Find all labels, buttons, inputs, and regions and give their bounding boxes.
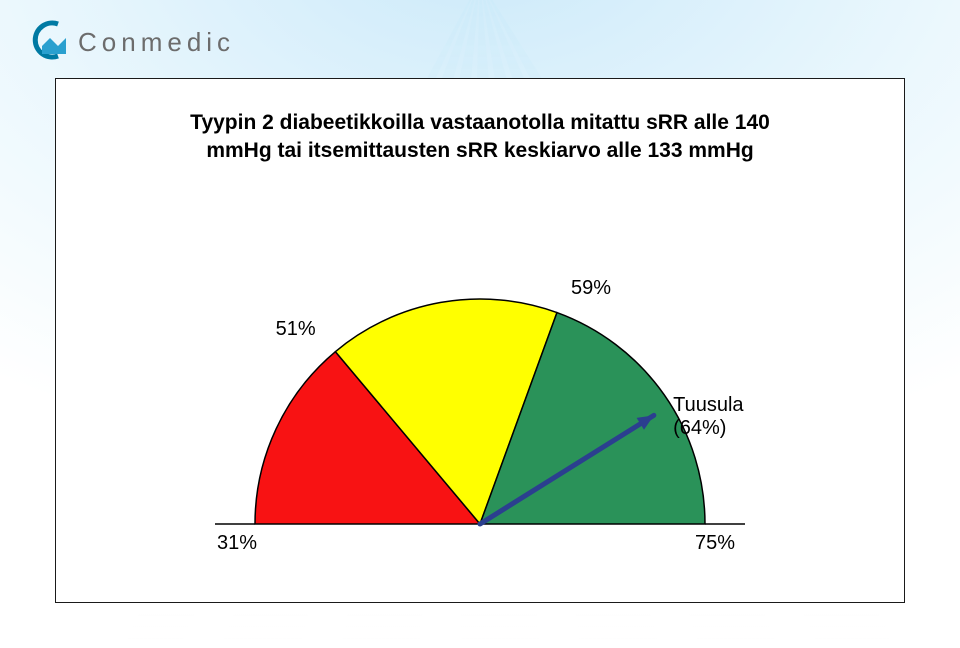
- brand-logo: Conmedic: [28, 18, 235, 62]
- logo-mark-icon: [28, 18, 72, 62]
- gauge-chart: 51% 59% 31% 75% Tuusula (64%): [210, 254, 750, 554]
- gauge-label-upper-left: 51%: [276, 318, 316, 341]
- gauge-label-pointer: Tuusula (64%): [673, 394, 750, 440]
- gauge-label-upper-right: 59%: [571, 277, 611, 300]
- chart-title-line2: mmHg tai itsemittausten sRR keskiarvo al…: [56, 137, 904, 165]
- chart-title: Tyypin 2 diabeetikkoilla vastaanotolla m…: [56, 109, 904, 166]
- logo-text: Conmedic: [78, 27, 235, 58]
- gauge-svg: [210, 254, 750, 554]
- chart-title-line1: Tyypin 2 diabeetikkoilla vastaanotolla m…: [56, 109, 904, 137]
- gauge-label-lower-right: 75%: [695, 532, 735, 555]
- chart-panel: Tyypin 2 diabeetikkoilla vastaanotolla m…: [55, 78, 905, 603]
- gauge-label-lower-left: 31%: [217, 532, 257, 555]
